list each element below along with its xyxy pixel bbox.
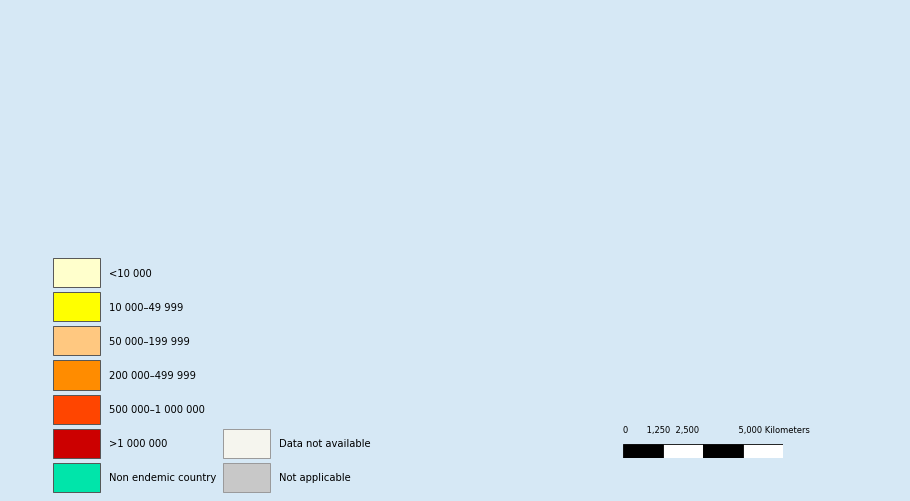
Bar (623, 444, 663, 458)
Bar (743, 444, 783, 458)
Text: <10 000: <10 000 (109, 268, 152, 278)
Bar (703, 444, 743, 458)
Text: 50 000–199 999: 50 000–199 999 (109, 336, 190, 346)
Text: 0       1,250  2,500               5,000 Kilometers: 0 1,250 2,500 5,000 Kilometers (623, 425, 810, 434)
Text: 10 000–49 999: 10 000–49 999 (109, 302, 184, 312)
Text: >1 000 000: >1 000 000 (109, 438, 167, 448)
Text: Non endemic country: Non endemic country (109, 472, 217, 482)
Text: Not applicable: Not applicable (279, 472, 351, 482)
Text: 200 000–499 999: 200 000–499 999 (109, 370, 197, 380)
Text: Data not available: Data not available (279, 438, 371, 448)
Bar (663, 444, 703, 458)
Text: 500 000–1 000 000: 500 000–1 000 000 (109, 404, 205, 414)
